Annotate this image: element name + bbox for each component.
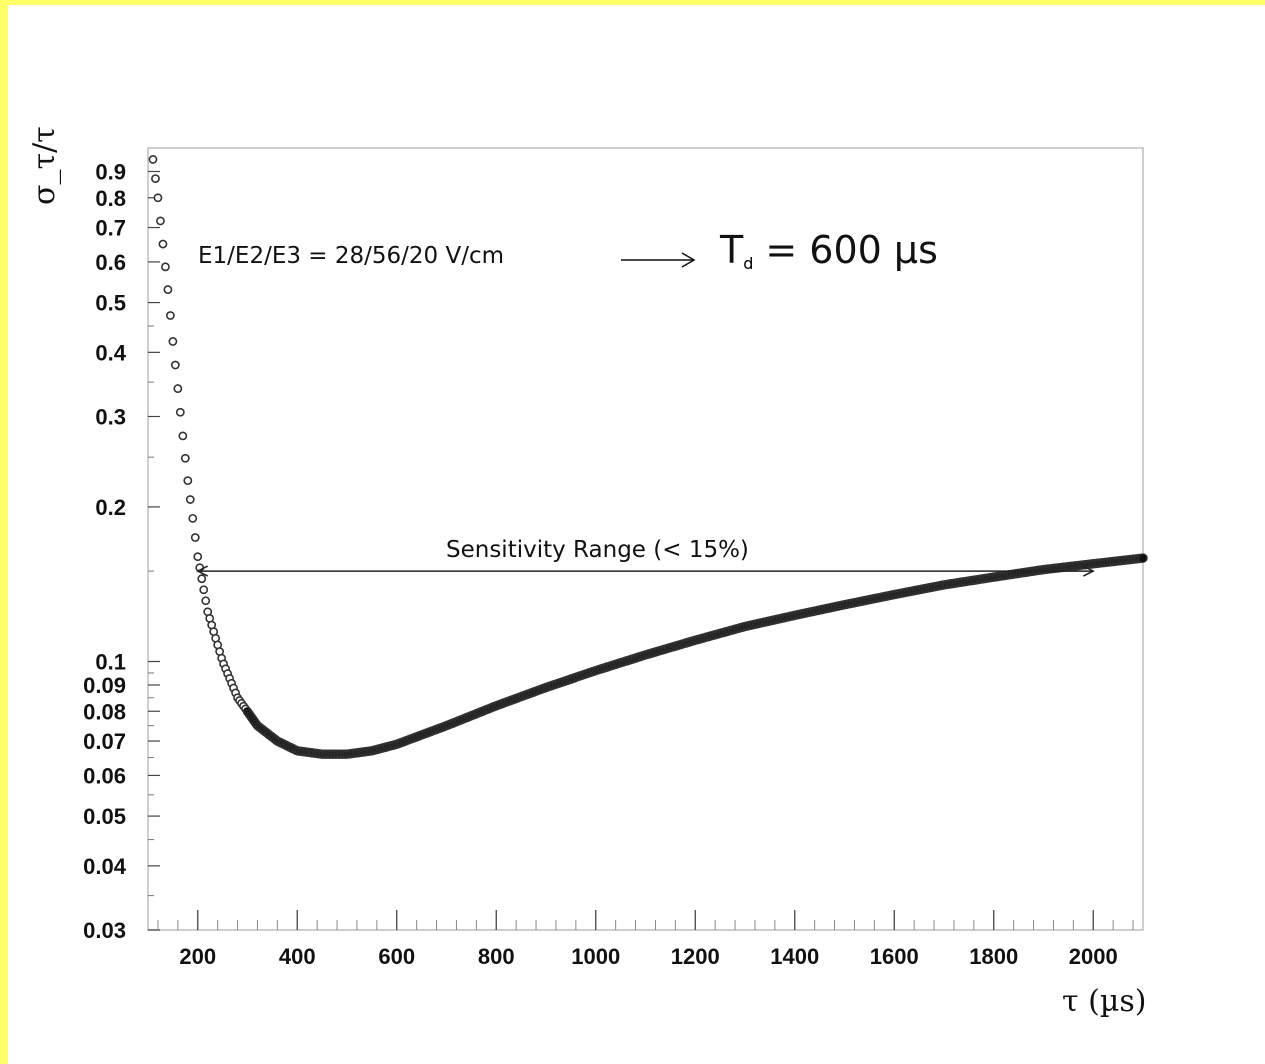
data-series <box>148 155 1148 759</box>
sensitivity-arrowhead-right <box>1082 565 1095 577</box>
data-point <box>201 596 211 606</box>
annotation-td: Td = 600 µs <box>719 228 938 273</box>
data-point <box>183 476 193 486</box>
y-tick-label: 0.08 <box>83 699 126 724</box>
chart: 0.03 0.04 0.05 0.06 0.07 0.080.090.1 0.2 0.3 0.4… <box>27 126 1148 1019</box>
data-point <box>188 513 198 523</box>
data-point <box>190 533 200 542</box>
data-point <box>185 495 195 504</box>
data-point <box>1138 553 1148 563</box>
x-tick-label: 400 <box>279 944 316 969</box>
y-tick-label: 0.1 <box>95 650 126 675</box>
data-point <box>168 337 178 346</box>
data-point <box>199 585 209 595</box>
data-point <box>170 360 180 370</box>
data-point <box>197 574 207 584</box>
y-tick-label: 0.6 <box>95 250 126 275</box>
data-point <box>156 216 165 226</box>
data-point <box>178 431 188 441</box>
data-point <box>175 407 185 417</box>
data-point <box>180 453 190 463</box>
y-tick-label: 0.3 <box>95 404 126 429</box>
x-tick-label: 800 <box>478 944 515 969</box>
x-tick-label: 1000 <box>571 944 620 969</box>
x-tick-label: 1600 <box>870 944 919 969</box>
data-point <box>151 174 160 184</box>
y-tick-label: 0.5 <box>95 291 126 316</box>
data-point <box>158 239 168 249</box>
x-tick-label: 200 <box>179 944 216 969</box>
y-tick-label: 0.8 <box>95 186 126 211</box>
data-point <box>163 285 173 294</box>
x-tick-label: 2000 <box>1069 944 1118 969</box>
y-tick-label: 0.7 <box>95 216 126 241</box>
x-tick-label: 1400 <box>770 944 819 969</box>
y-axis: 0.03 0.04 0.05 0.06 0.07 0.080.090.1 0.2 0.3 0.4… <box>83 159 160 943</box>
x-axis: 200 400 600 800 1000 1200 1400 1600 1800 2000 <box>157 910 1134 969</box>
annotation-fields: E1/E2/E3 = 28/56/20 V/cm <box>198 243 504 269</box>
x-tick-label: 1200 <box>671 944 720 969</box>
y-tick-label: 0.04 <box>83 854 127 879</box>
y-tick-label: 0.9 <box>95 159 126 184</box>
data-point <box>148 155 158 164</box>
x-tick-label: 1800 <box>969 944 1018 969</box>
y-tick-label: 0.07 <box>83 729 126 754</box>
x-axis-title: τ (µs) <box>1062 984 1146 1019</box>
x-tick-label: 600 <box>378 944 415 969</box>
sensitivity-range-label: Sensitivity Range (< 15%) <box>446 537 749 563</box>
sensitivity-range-arrow <box>196 565 1095 577</box>
y-tick-label: 0.09 <box>83 673 126 698</box>
y-tick-label: 0.05 <box>83 804 126 829</box>
data-point <box>165 311 175 320</box>
y-tick-label: 0.2 <box>95 495 126 520</box>
data-point <box>193 552 203 562</box>
y-tick-label: 0.03 <box>83 918 126 943</box>
data-point <box>173 384 183 393</box>
data-point <box>153 193 163 203</box>
plot-frame <box>147 147 1144 931</box>
y-axis-title: σ_τ/τ <box>27 126 62 205</box>
sensitivity-arrowhead-left <box>196 565 209 577</box>
annotation-arrow <box>621 252 696 268</box>
y-tick-label: 0.4 <box>95 340 126 365</box>
data-point <box>161 262 170 272</box>
y-tick-label: 0.06 <box>83 763 126 788</box>
